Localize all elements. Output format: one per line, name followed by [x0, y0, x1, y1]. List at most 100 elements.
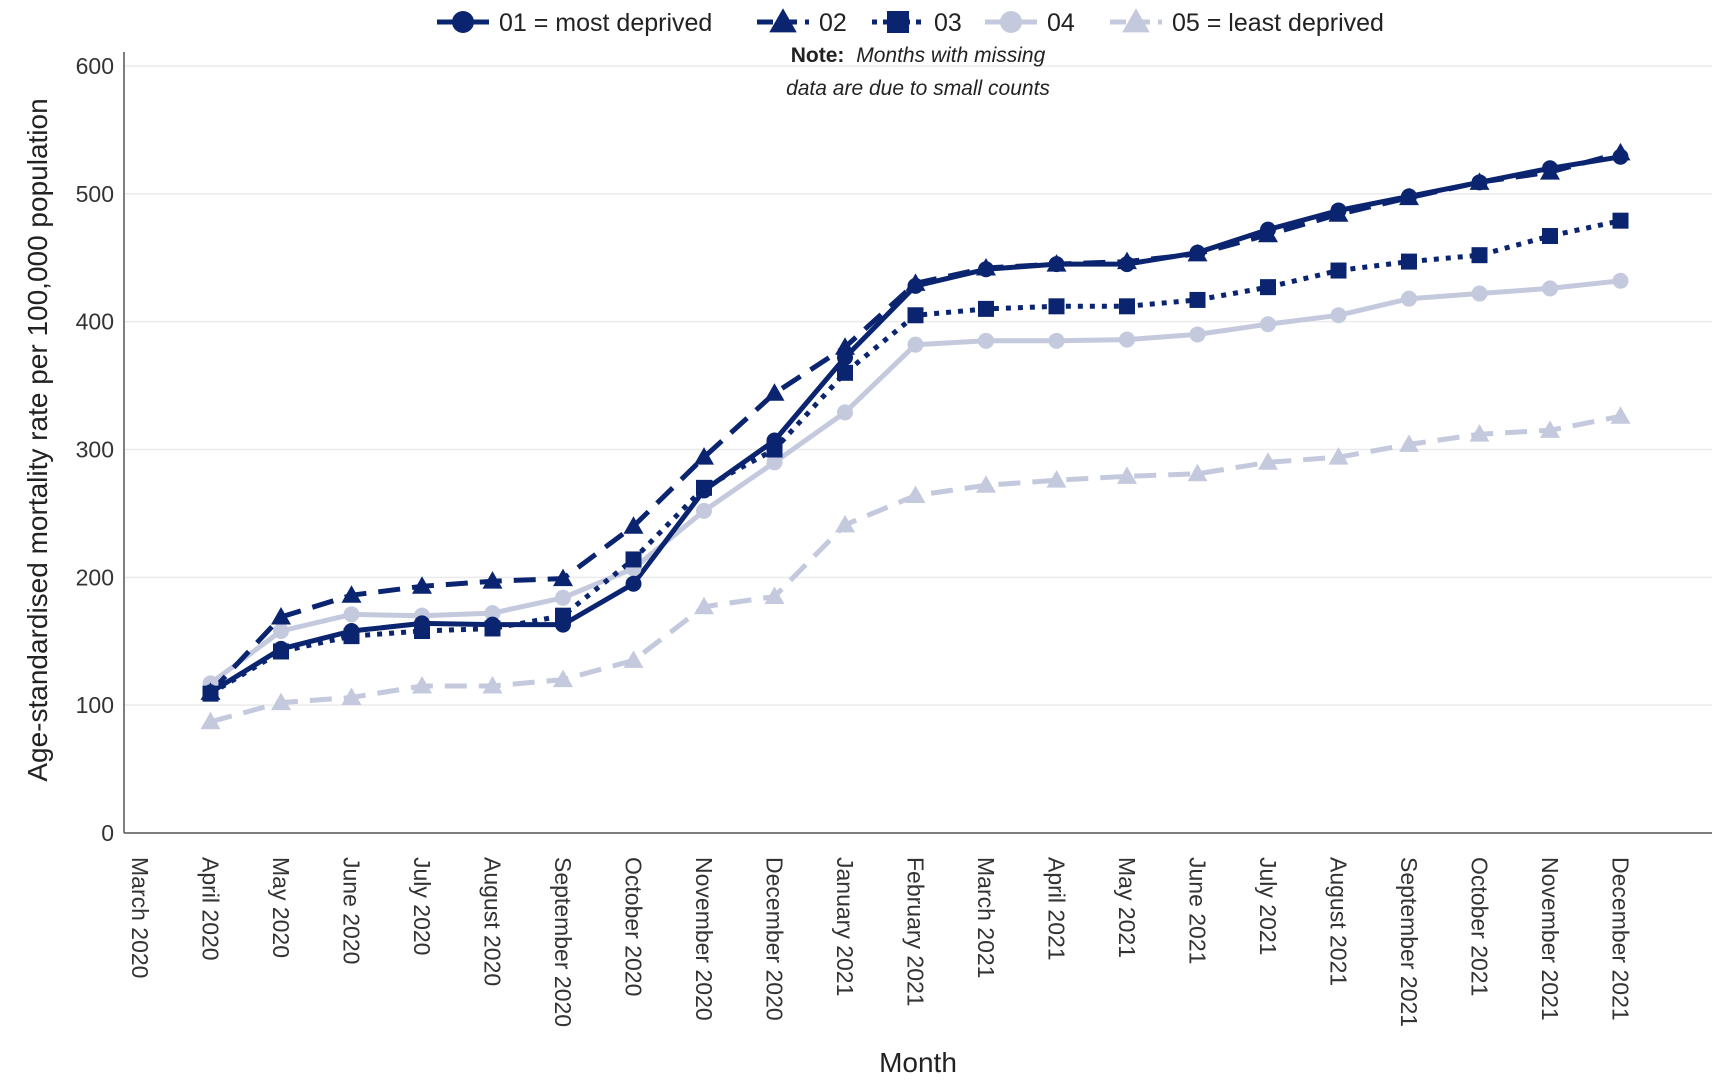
data-point-triangle — [694, 596, 714, 615]
note-text-1: Months with missing — [856, 44, 1045, 67]
data-point-square — [1048, 298, 1065, 315]
data-point-circle — [343, 606, 360, 623]
x-tick-label: May 2020 — [268, 857, 294, 958]
data-point-triangle — [764, 586, 785, 605]
data-point-triangle — [341, 687, 362, 705]
legend-label: 05 = least deprived — [1172, 9, 1384, 37]
data-point-triangle — [1540, 420, 1560, 438]
data-point-circle — [837, 404, 853, 421]
data-point-circle — [452, 11, 474, 33]
data-point-circle — [625, 575, 642, 592]
y-tick-label: 100 — [76, 692, 114, 718]
legend-label: 02 — [819, 9, 847, 37]
data-point-circle — [1260, 316, 1276, 333]
data-point-circle — [273, 640, 289, 657]
series-line-5 — [209, 413, 1621, 725]
x-tick-label: October 2021 — [1467, 857, 1493, 996]
data-point-square — [625, 551, 642, 568]
x-tick-label: October 2020 — [621, 857, 647, 996]
y-tick-labels: 0 100 200 300 400 500 600 — [76, 53, 114, 846]
y-tick-label: 400 — [76, 309, 114, 335]
data-point-triangle — [1187, 463, 1208, 482]
x-tick-label: June 2020 — [339, 857, 365, 964]
data-point-triangle — [412, 576, 432, 594]
x-tick-label: December 2020 — [762, 857, 788, 1021]
data-point-triangle — [764, 383, 785, 401]
data-point-circle — [484, 605, 501, 622]
data-point-circle — [1542, 280, 1558, 297]
data-point-square — [1612, 212, 1629, 229]
data-point-square — [837, 364, 853, 381]
legend-item-2: 02 — [757, 8, 847, 37]
y-tick-label: 600 — [76, 53, 114, 79]
x-tick-label: March 2020 — [127, 857, 153, 978]
data-point-triangle — [553, 669, 573, 688]
data-point-triangle — [271, 606, 291, 625]
x-tick-label: December 2021 — [1608, 857, 1634, 1021]
data-point-square — [1471, 247, 1488, 264]
data-point-triangle — [694, 447, 714, 465]
x-tick-label: April 2020 — [198, 857, 224, 961]
legend-label: 01 = most deprived — [499, 9, 712, 37]
data-point-square — [1330, 262, 1347, 279]
data-point-triangle — [835, 337, 855, 355]
legend-label: 03 — [934, 9, 962, 37]
data-point-triangle — [412, 675, 432, 694]
data-point-triangle — [341, 585, 362, 603]
y-tick-label: 200 — [76, 564, 114, 590]
x-tick-label: March 2021 — [973, 857, 999, 978]
data-point-circle — [273, 623, 289, 640]
data-point-triangle — [835, 514, 855, 533]
data-point-circle — [1471, 285, 1488, 302]
data-point-circle — [766, 432, 783, 449]
data-point-square — [1189, 291, 1206, 308]
data-point-circle — [1189, 326, 1206, 343]
data-point-triangle — [1258, 452, 1278, 470]
data-point-circle — [1471, 174, 1488, 191]
data-point-triangle — [1610, 406, 1631, 424]
legend-item-5: 05 = least deprived — [1110, 8, 1384, 37]
data-point-circle — [1189, 244, 1206, 261]
x-tick-label: September 2021 — [1396, 857, 1422, 1027]
legend-label: 04 — [1047, 9, 1075, 37]
x-tick-labels: March 2020 April 2020 May 2020 June 2020 Jul… — [127, 857, 1634, 1027]
data-point-square — [978, 300, 994, 317]
x-tick-label: July 2021 — [1255, 857, 1281, 955]
data-point-circle — [1260, 221, 1276, 238]
data-point-circle — [1401, 188, 1417, 205]
x-tick-label: July 2020 — [409, 857, 435, 955]
data-point-circle — [1048, 332, 1065, 349]
x-tick-label: August 2021 — [1326, 857, 1352, 986]
data-point-circle — [1612, 148, 1629, 165]
data-point-circle — [484, 616, 501, 633]
data-point-triangle — [271, 692, 291, 711]
data-point-circle — [555, 616, 571, 633]
x-tick-label: February 2021 — [903, 857, 929, 1007]
data-point-circle — [1542, 160, 1558, 177]
legend-item-4: 04 — [985, 9, 1075, 37]
data-point-circle — [978, 261, 994, 278]
gridlines — [124, 65, 1712, 706]
data-point-circle — [1119, 331, 1135, 348]
data-point-triangle — [769, 8, 797, 33]
data-point-circle — [1612, 272, 1629, 289]
data-point-circle — [1000, 11, 1022, 33]
x-axis-title: Month — [879, 1047, 957, 1078]
x-tick-label: April 2021 — [1044, 857, 1070, 961]
note-bold-label: Note: — [791, 44, 845, 67]
legend: 01 = most deprived 02 03 04 05 = least depri… — [437, 8, 1384, 37]
data-point-triangle — [1328, 447, 1349, 465]
data-point-square — [907, 307, 924, 324]
legend-item-3: 03 — [872, 9, 962, 37]
data-point-circle — [766, 454, 783, 471]
data-point-triangle — [553, 568, 573, 587]
y-tick-label: 0 — [101, 820, 114, 846]
axes — [123, 52, 1712, 834]
legend-item-1: 01 = most deprived — [437, 9, 712, 37]
data-point-triangle — [1117, 466, 1137, 484]
data-point-triangle — [623, 516, 644, 534]
data-point-square — [887, 11, 909, 33]
x-tick-label: November 2020 — [691, 857, 717, 1021]
chart-note: Note: Months with missing data are due t… — [786, 44, 1050, 100]
